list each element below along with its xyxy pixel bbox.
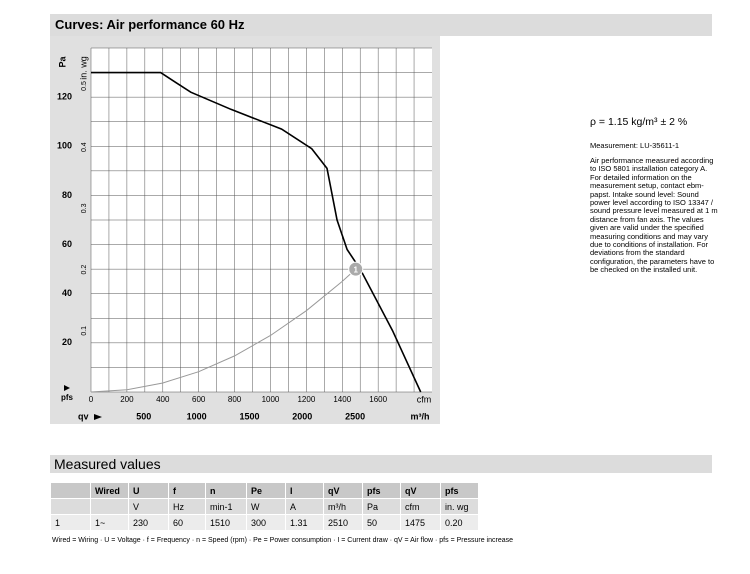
y-tick-label: 40 bbox=[62, 288, 72, 298]
table-cell: qV bbox=[323, 482, 363, 499]
x2-tick-label: 500 bbox=[136, 411, 151, 421]
y-symbol: pfs bbox=[61, 393, 74, 402]
x-symbol: qv bbox=[78, 411, 89, 421]
table-cell: m³/h bbox=[323, 498, 363, 515]
notes-text: Air performance measured according to IS… bbox=[590, 156, 718, 275]
table-cell: 1~ bbox=[90, 514, 129, 531]
x-axis-label: cfm bbox=[417, 394, 432, 404]
table-cell: Hz bbox=[168, 498, 206, 515]
x-tick-label: 1400 bbox=[333, 395, 351, 404]
header-title: Curves: Air performance 60 Hz bbox=[55, 17, 245, 32]
y-tick-label: 80 bbox=[62, 190, 72, 200]
arrow bbox=[94, 414, 102, 420]
y2-tick-label: 0.4 bbox=[81, 142, 88, 152]
curve bbox=[90, 268, 357, 393]
y2-tick-label: 0.1 bbox=[81, 326, 88, 336]
table-cell: min-1 bbox=[205, 498, 247, 515]
x-tick-label: 200 bbox=[120, 395, 134, 404]
operating-point bbox=[348, 261, 364, 277]
x-tick-label: 400 bbox=[156, 395, 170, 404]
x-tick-label: 0 bbox=[89, 395, 94, 404]
y2-axis-label: in. wg bbox=[78, 56, 88, 80]
arrow bbox=[64, 385, 70, 391]
header-bar: Curves: Air performance 60 Hz bbox=[50, 14, 712, 36]
x2-tick-label: 1000 bbox=[187, 411, 207, 421]
x-tick-label: 1200 bbox=[297, 395, 315, 404]
table-cell bbox=[50, 482, 91, 499]
table-cell: 230 bbox=[128, 514, 169, 531]
x-tick-label: 800 bbox=[228, 395, 242, 404]
measurement: Measurement: LU-35611-1 bbox=[590, 141, 680, 150]
table-cell: qV bbox=[400, 482, 441, 499]
x2-axis-label: m³/h bbox=[411, 411, 430, 421]
table-cell: in. wg bbox=[440, 498, 479, 515]
table-cell: V bbox=[128, 498, 169, 515]
table-cell: 2510 bbox=[323, 514, 363, 531]
y2-tick-label: 0.3 bbox=[81, 203, 88, 213]
table-cell: 1.31 bbox=[285, 514, 324, 531]
table-cell: n bbox=[205, 482, 247, 499]
y-tick-label: 20 bbox=[62, 337, 72, 347]
table-cell: 1510 bbox=[205, 514, 247, 531]
x2-tick-label: 1500 bbox=[239, 411, 259, 421]
y2-tick-label: 0.2 bbox=[81, 265, 88, 275]
table-cell: 60 bbox=[168, 514, 206, 531]
table-bar: Measured values bbox=[50, 455, 712, 473]
table-cell: A bbox=[285, 498, 324, 515]
x-tick-label: 600 bbox=[192, 395, 206, 404]
chart: Pa in. wg pfs qv cfm m³/h 20406080100120… bbox=[50, 36, 440, 424]
table-cell: 50 bbox=[362, 514, 401, 531]
table-row: 1 1~ 230 60 1510 300 1.31 2510 50 1475 0.20 bbox=[50, 514, 479, 531]
x-tick-label: 1600 bbox=[369, 395, 387, 404]
table-cell: 1475 bbox=[400, 514, 441, 531]
table-cell: W bbox=[246, 498, 286, 515]
x-tick-label: 1000 bbox=[262, 395, 280, 404]
table-title: Measured values bbox=[54, 456, 161, 472]
table-cell: 0.20 bbox=[440, 514, 479, 531]
table-cell bbox=[50, 498, 91, 515]
x2-tick-label: 2000 bbox=[292, 411, 312, 421]
table-cell: 300 bbox=[246, 514, 286, 531]
operating-point-label: 1 bbox=[353, 265, 358, 274]
table-cell: Wired bbox=[90, 482, 129, 499]
table-cell: Pa bbox=[362, 498, 401, 515]
y2-tick-label: 0.5 bbox=[81, 81, 88, 91]
table-cell: 1 bbox=[50, 514, 91, 531]
table-cell: Pe bbox=[246, 482, 286, 499]
table-cell: cfm bbox=[400, 498, 441, 515]
table-cell: U bbox=[128, 482, 169, 499]
table-cell bbox=[90, 498, 129, 515]
table-cell: pfs bbox=[440, 482, 479, 499]
x2-tick-label: 2500 bbox=[345, 411, 365, 421]
table-cell: pfs bbox=[362, 482, 401, 499]
table-cell: I bbox=[285, 482, 324, 499]
table-cell: f bbox=[168, 482, 206, 499]
y-tick-label: 60 bbox=[62, 239, 72, 249]
y-tick-label: 120 bbox=[57, 92, 72, 102]
y-tick-label: 100 bbox=[57, 141, 72, 151]
y-axis-label: Pa bbox=[57, 56, 67, 68]
table-legend: Wired = Wiring · U = Voltage · f = Frequ… bbox=[52, 537, 514, 544]
density: ρ = 1.15 kg/m³ ± 2 % bbox=[590, 116, 688, 128]
